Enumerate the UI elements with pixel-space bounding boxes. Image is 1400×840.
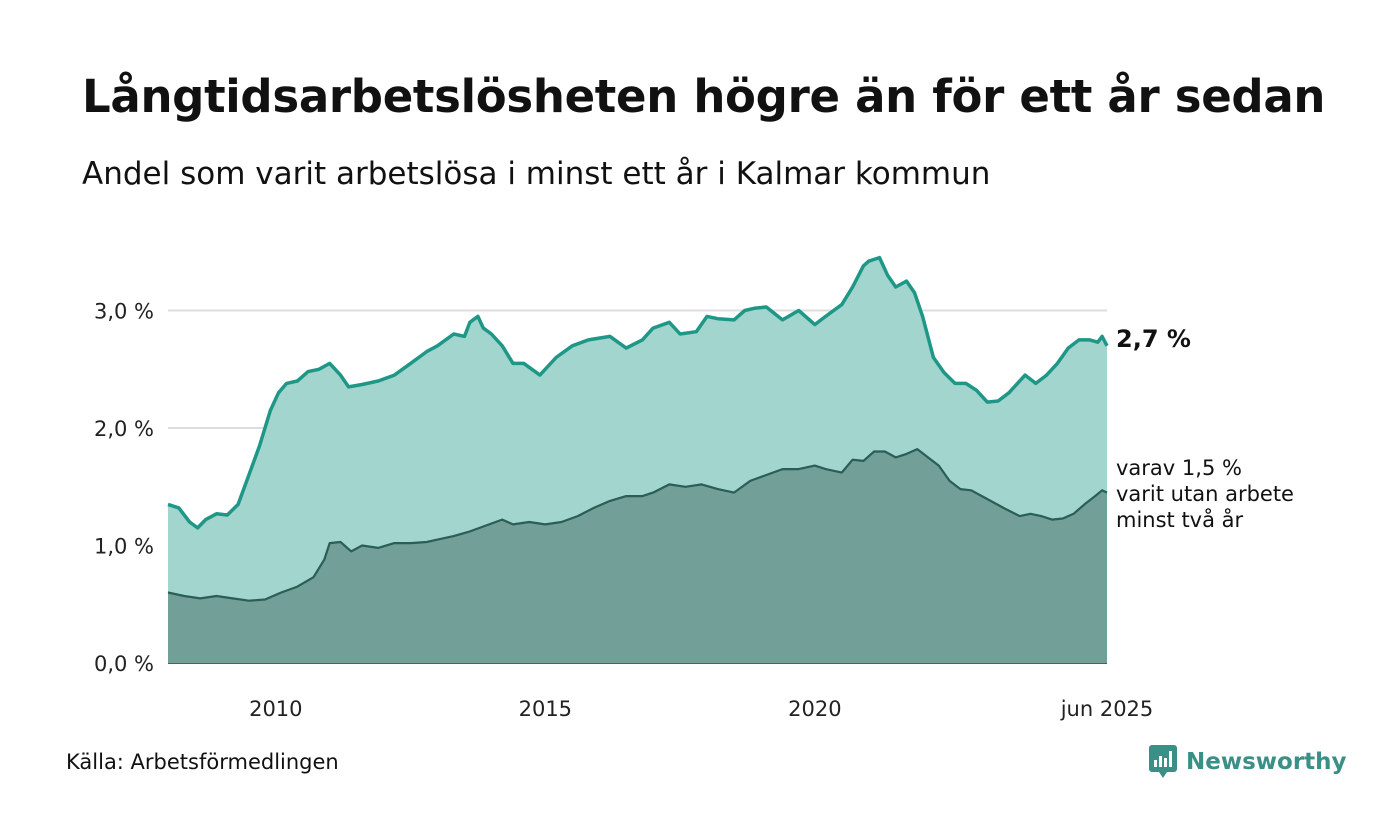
sub-end-label-line: minst två år [1116,507,1244,532]
x-tick-label: 2020 [788,697,841,721]
newsworthy-logo: Newsworthy [1148,744,1347,780]
series-area-dark [168,449,1107,663]
y-tick-label: 3,0 % [94,300,154,324]
x-tick-label: 2015 [519,697,572,721]
chart-subtitle: Andel som varit arbetslösa i minst ett å… [82,156,991,192]
y-tick-label: 1,0 % [94,535,154,559]
sub-end-label-line: varav 1,5 % [1116,456,1242,480]
chart-title: Långtidsarbetslösheten högre än för ett … [82,70,1326,123]
series-line-dark [167,448,1108,602]
brand-name: Newsworthy [1186,749,1347,775]
axis-ticks: 0,0 % 1,0 % 2,0 % 3,0 % 2010 2015 2020 jun 2025 [94,300,1153,722]
total-end-label: 2,7 % [1116,325,1191,353]
x-tick-label: jun 2025 [1060,697,1154,721]
y-tick-label: 0,0 % [94,652,154,676]
series-line-light [167,255,1109,530]
y-tick-label: 2,0 % [94,417,154,441]
chart-areas [167,255,1109,663]
source-note: Källa: Arbetsförmedlingen [66,750,339,774]
newsworthy-chart-icon [1149,745,1177,778]
sub-end-label-line: varit utan arbete [1116,482,1294,506]
x-tick-label: 2010 [249,697,302,721]
